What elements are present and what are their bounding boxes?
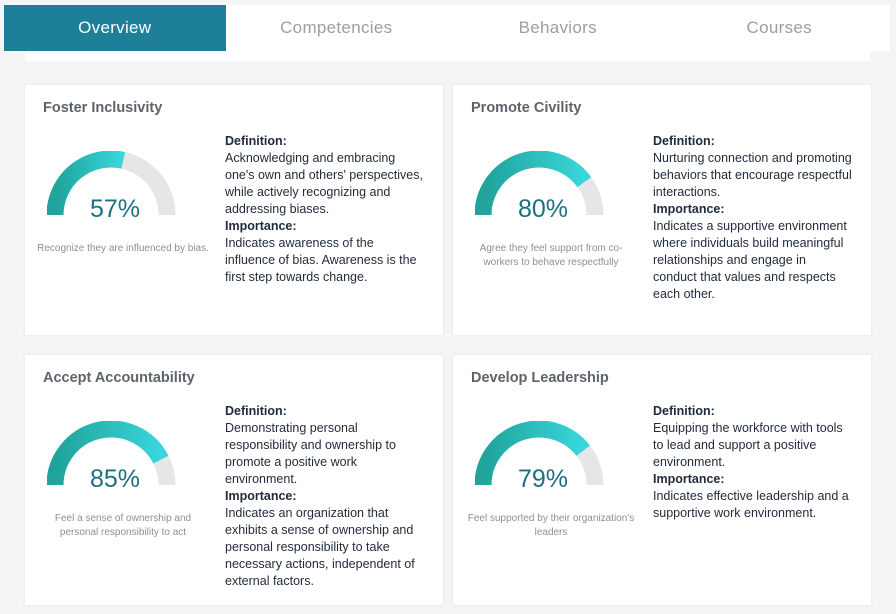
definition-label: Definition: <box>653 134 715 148</box>
card-foster-inclusivity: Foster Inclusivity 57% Recognize they ar… <box>25 85 443 335</box>
card-title: Develop Leadership <box>471 370 609 386</box>
gauge-fill <box>47 151 126 216</box>
gauge-develop-leadership <box>475 421 604 486</box>
gauge-fill <box>47 421 169 486</box>
card-info: Definition: Nurturing connection and pro… <box>653 133 853 303</box>
card-promote-civility: Promote Civility 80% Agree they feel sup… <box>453 85 871 335</box>
definition-text: Equipping the workforce with tools to le… <box>653 421 843 469</box>
card-info: Definition: Acknowledging and embracing … <box>225 133 425 286</box>
importance-label: Importance: <box>225 489 297 503</box>
tab-courses[interactable]: Courses <box>746 18 812 37</box>
gauge-fill <box>475 151 592 216</box>
importance-text: Indicates a supportive environment where… <box>653 219 847 301</box>
definition-label: Definition: <box>653 404 715 418</box>
tab-behaviors[interactable]: Behaviors <box>518 18 597 37</box>
card-accept-accountability: Accept Accountability 85% Feel a sense o… <box>25 355 443 605</box>
importance-text: Indicates awareness of the influence of … <box>225 236 417 284</box>
definition-text: Demonstrating personal responsibility an… <box>225 421 396 486</box>
definition-text: Acknowledging and embracing one's own an… <box>225 151 423 216</box>
gauge-value: 57% <box>89 195 141 223</box>
tab-bar: Overview Competencies Behaviors Courses <box>4 5 890 51</box>
gauge-accept-accountability <box>47 421 176 486</box>
importance-text: Indicates effective leadership and a sup… <box>653 489 849 520</box>
panel-header-band <box>25 51 870 61</box>
definition-label: Definition: <box>225 404 287 418</box>
definition-label: Definition: <box>225 134 287 148</box>
gauge-fill <box>475 421 590 486</box>
gauge-caption: Feel supported by their organization's l… <box>467 513 635 538</box>
gauge-value: 80% <box>517 195 569 223</box>
card-title: Foster Inclusivity <box>43 100 163 116</box>
card-title: Promote Civility <box>471 100 582 116</box>
gauge-value: 85% <box>89 465 141 493</box>
card-info: Definition: Demonstrating personal respo… <box>225 403 425 590</box>
gauge-promote-civility <box>475 151 604 216</box>
card-title: Accept Accountability <box>43 370 195 386</box>
importance-label: Importance: <box>653 472 725 486</box>
tab-competencies[interactable]: Competencies <box>280 18 393 37</box>
importance-label: Importance: <box>225 219 297 233</box>
card-develop-leadership: Develop Leadership 79% Feel supported by… <box>453 355 871 605</box>
importance-label: Importance: <box>653 202 725 216</box>
gauge-value: 79% <box>517 465 569 493</box>
gauge-caption: Recognize they are influenced by bias. <box>37 243 209 254</box>
gauge-foster-inclusivity <box>47 151 176 216</box>
definition-text: Nurturing connection and promoting behav… <box>653 151 852 199</box>
importance-text: Indicates an organization that exhibits … <box>225 506 415 588</box>
tab-overview[interactable]: Overview <box>4 5 226 51</box>
gauge-caption: Agree they feel support from co-workers … <box>479 243 623 268</box>
gauge-caption: Feel a sense of ownership and personal r… <box>54 513 192 538</box>
card-info: Definition: Equipping the workforce with… <box>653 403 853 522</box>
